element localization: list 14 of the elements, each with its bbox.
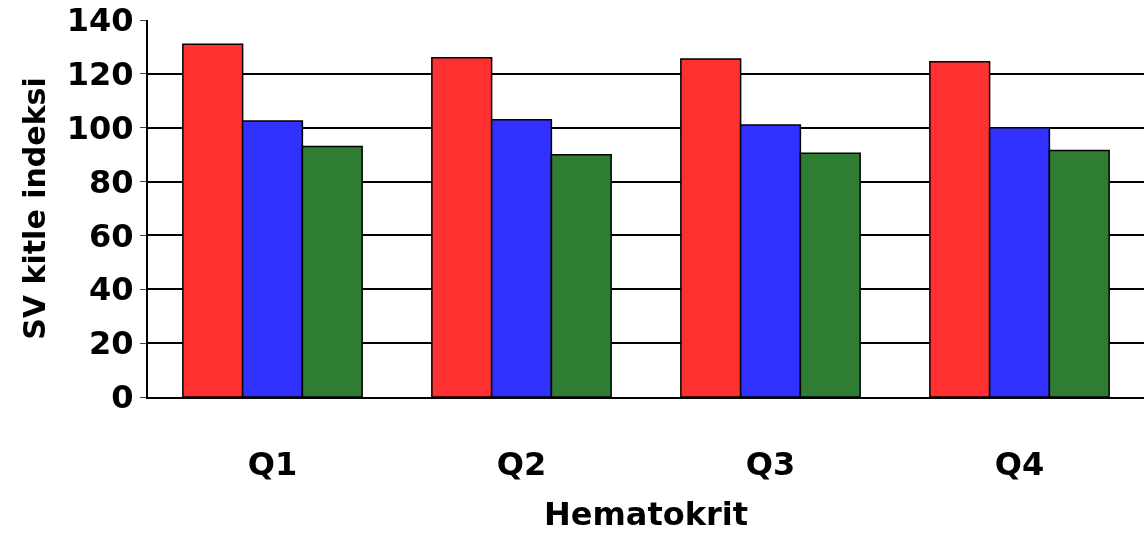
- x-axis-title: Hematokrit: [543, 494, 749, 533]
- x-tick-label: Q2: [496, 445, 547, 484]
- y-tick-label: 140: [66, 1, 134, 40]
- x-tick-label: Q3: [745, 445, 796, 484]
- x-tick-label: Q4: [994, 445, 1045, 484]
- y-tick-label: 0: [111, 378, 134, 417]
- y-tick-label: 60: [89, 216, 134, 255]
- y-axis-title: SV kitle indeksi: [17, 77, 53, 340]
- x-tick-label: Q1: [247, 445, 298, 484]
- y-tick-label: 80: [89, 162, 134, 201]
- y-tick-label: 40: [89, 270, 134, 309]
- y-tick-label: 120: [66, 55, 134, 94]
- y-tick-label: 100: [66, 108, 134, 147]
- y-tick-label: 20: [89, 324, 134, 363]
